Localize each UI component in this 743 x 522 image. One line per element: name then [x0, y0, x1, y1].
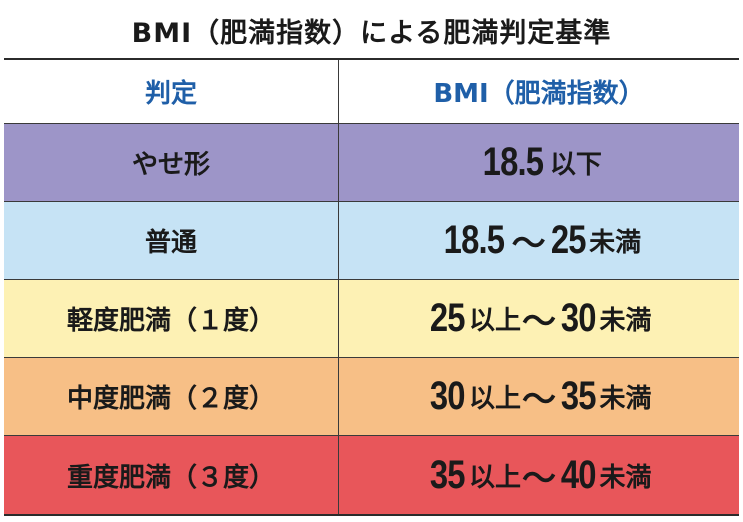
range-tilde: 〜	[522, 380, 556, 420]
value-unit-1: 以上	[468, 462, 521, 493]
row-label: 軽度肥満（１度）	[4, 280, 339, 357]
bmi-table: 判定 BMI（肥満指数） やせ形 18.5 以下 普通 18.5 〜 25 未満 軽度肥…	[4, 58, 739, 516]
row-value: 18.5 〜 25 未満	[339, 202, 739, 279]
value-number-2: 30	[560, 296, 597, 340]
value-number-1: 18.5	[482, 140, 544, 184]
range-tilde: 〜	[522, 458, 556, 499]
table-row: 重度肥満（３度） 35 以上〜 40 未満	[4, 436, 739, 514]
range-tilde: 〜	[522, 302, 556, 342]
value-number-2: 40	[560, 452, 597, 497]
table-row: やせ形 18.5 以下	[4, 124, 739, 202]
range-tilde: 〜	[511, 224, 546, 264]
value-unit-2: 未満	[599, 306, 652, 336]
row-value: 35 以上〜 40 未満	[339, 436, 739, 514]
header-bmi: BMI（肥満指数）	[433, 79, 645, 109]
row-label: 中度肥満（２度）	[4, 358, 339, 435]
row-value: 25 以上〜 30 未満	[339, 280, 739, 357]
row-label: やせ形	[4, 124, 339, 201]
value-unit-2: 未満	[599, 384, 652, 414]
value-number-1: 18.5	[443, 218, 505, 262]
table-title: BMI（肥満指数）による肥満判定基準	[131, 17, 612, 49]
value-unit-1: 以上	[468, 384, 521, 414]
row-value: 18.5 以下	[339, 124, 739, 201]
value-unit-1: 以下	[549, 150, 602, 180]
value-number-1: 25	[430, 296, 466, 340]
row-label: 重度肥満（３度）	[4, 436, 339, 514]
value-unit-2: 未満	[589, 228, 642, 258]
row-label: 普通	[4, 202, 339, 279]
value-unit-2: 未満	[599, 462, 652, 493]
table-row: 普通 18.5 〜 25 未満	[4, 202, 739, 280]
table-header-row: 判定 BMI（肥満指数）	[4, 60, 739, 124]
row-value: 30 以上〜 35 未満	[339, 358, 739, 435]
value-unit-1: 以上	[468, 306, 521, 336]
value-number-2: 35	[560, 374, 597, 418]
header-judgment: 判定	[4, 60, 339, 123]
table-row: 軽度肥満（１度） 25 以上〜 30 未満	[4, 280, 739, 358]
value-number-2: 25	[550, 218, 586, 262]
value-number-1: 35	[430, 452, 466, 497]
value-number-1: 30	[430, 374, 466, 418]
table-row: 中度肥満（２度） 30 以上〜 35 未満	[4, 358, 739, 436]
